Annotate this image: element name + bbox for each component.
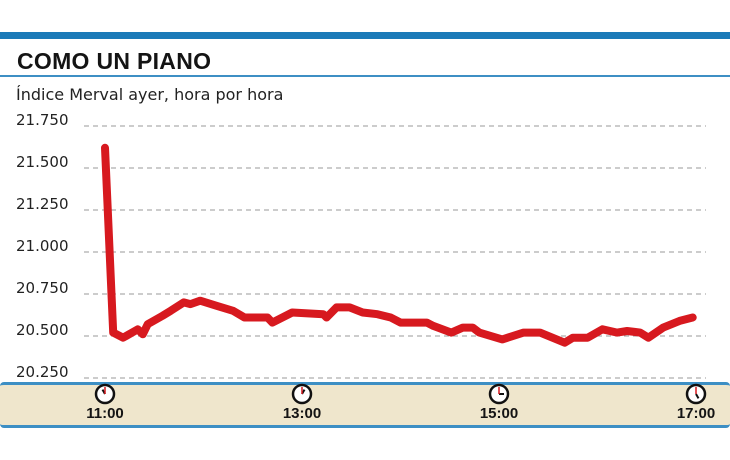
y-tick-label: 20.750 xyxy=(16,279,69,297)
y-tick-label: 21.500 xyxy=(16,153,69,171)
x-tick-label: 11:00 xyxy=(86,405,124,422)
clock-hour-hand xyxy=(695,393,700,399)
x-tick-label: 13:00 xyxy=(283,405,321,422)
top-accent-bar xyxy=(0,32,730,39)
y-tick-label: 20.500 xyxy=(16,321,69,339)
chart-subtitle: Índice Merval ayer, hora por hora xyxy=(16,85,284,104)
y-tick-label: 21.250 xyxy=(16,195,69,213)
x-tick-label: 17:00 xyxy=(677,405,715,422)
chart-title: COMO UN PIANO xyxy=(17,48,212,74)
time-axis-band xyxy=(0,382,730,428)
y-tick-label: 20.250 xyxy=(16,363,69,381)
title-divider xyxy=(0,75,730,77)
x-tick-label: 15:00 xyxy=(480,405,518,422)
y-tick-label: 21.750 xyxy=(16,111,69,129)
series-line xyxy=(101,143,697,347)
y-tick-label: 21.000 xyxy=(16,237,69,255)
